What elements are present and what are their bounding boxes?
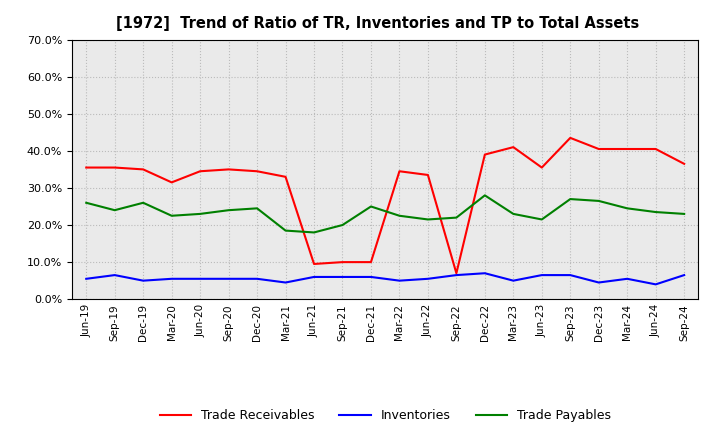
Line: Inventories: Inventories <box>86 273 684 284</box>
Trade Payables <box>310 230 318 235</box>
Inventories <box>395 278 404 283</box>
Text: [1972]  Trend of Ratio of TR, Inventories and TP to Total Assets: [1972] Trend of Ratio of TR, Inventories… <box>116 16 639 32</box>
Trade Payables <box>82 200 91 205</box>
Inventories <box>509 278 518 283</box>
Trade Receivables <box>509 144 518 150</box>
Trade Receivables <box>395 169 404 174</box>
Trade Receivables <box>253 169 261 174</box>
Inventories <box>253 276 261 282</box>
Trade Receivables <box>452 271 461 276</box>
Inventories <box>338 274 347 279</box>
Inventories <box>595 280 603 285</box>
Inventories <box>366 274 375 279</box>
Inventories <box>110 272 119 278</box>
Trade Payables <box>167 213 176 218</box>
Trade Receivables <box>338 260 347 265</box>
Trade Payables <box>282 228 290 233</box>
Inventories <box>566 272 575 278</box>
Trade Receivables <box>566 135 575 140</box>
Trade Receivables <box>595 147 603 152</box>
Trade Payables <box>395 213 404 218</box>
Trade Receivables <box>110 165 119 170</box>
Trade Payables <box>110 208 119 213</box>
Inventories <box>423 276 432 282</box>
Trade Payables <box>423 217 432 222</box>
Line: Trade Receivables: Trade Receivables <box>86 138 684 273</box>
Trade Payables <box>366 204 375 209</box>
Inventories <box>310 274 318 279</box>
Trade Payables <box>680 211 688 216</box>
Trade Receivables <box>680 161 688 166</box>
Legend: Trade Receivables, Inventories, Trade Payables: Trade Receivables, Inventories, Trade Pa… <box>155 404 616 427</box>
Trade Payables <box>652 209 660 215</box>
Trade Receivables <box>423 172 432 178</box>
Trade Payables <box>225 208 233 213</box>
Trade Receivables <box>623 147 631 152</box>
Trade Payables <box>537 217 546 222</box>
Trade Receivables <box>282 174 290 180</box>
Trade Payables <box>509 211 518 216</box>
Trade Receivables <box>167 180 176 185</box>
Trade Receivables <box>537 165 546 170</box>
Inventories <box>282 280 290 285</box>
Trade Receivables <box>225 167 233 172</box>
Trade Payables <box>623 205 631 211</box>
Inventories <box>623 276 631 282</box>
Inventories <box>167 276 176 282</box>
Inventories <box>680 272 688 278</box>
Trade Receivables <box>196 169 204 174</box>
Trade Payables <box>338 222 347 227</box>
Trade Receivables <box>310 261 318 267</box>
Inventories <box>480 271 489 276</box>
Trade Receivables <box>652 147 660 152</box>
Inventories <box>225 276 233 282</box>
Inventories <box>82 276 91 282</box>
Trade Receivables <box>82 165 91 170</box>
Line: Trade Payables: Trade Payables <box>86 195 684 232</box>
Trade Payables <box>452 215 461 220</box>
Trade Payables <box>253 205 261 211</box>
Trade Receivables <box>366 260 375 265</box>
Trade Payables <box>196 211 204 216</box>
Trade Receivables <box>139 167 148 172</box>
Inventories <box>652 282 660 287</box>
Trade Receivables <box>480 152 489 157</box>
Trade Payables <box>139 200 148 205</box>
Trade Payables <box>595 198 603 204</box>
Trade Payables <box>566 196 575 202</box>
Inventories <box>452 272 461 278</box>
Inventories <box>196 276 204 282</box>
Inventories <box>139 278 148 283</box>
Inventories <box>537 272 546 278</box>
Trade Payables <box>480 193 489 198</box>
